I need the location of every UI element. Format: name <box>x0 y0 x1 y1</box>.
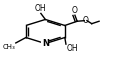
Text: O: O <box>83 16 89 25</box>
Text: CH₃: CH₃ <box>2 44 15 50</box>
Text: OH: OH <box>35 4 47 13</box>
Text: OH: OH <box>66 44 78 53</box>
Text: N: N <box>42 39 49 48</box>
Text: O: O <box>72 6 78 15</box>
